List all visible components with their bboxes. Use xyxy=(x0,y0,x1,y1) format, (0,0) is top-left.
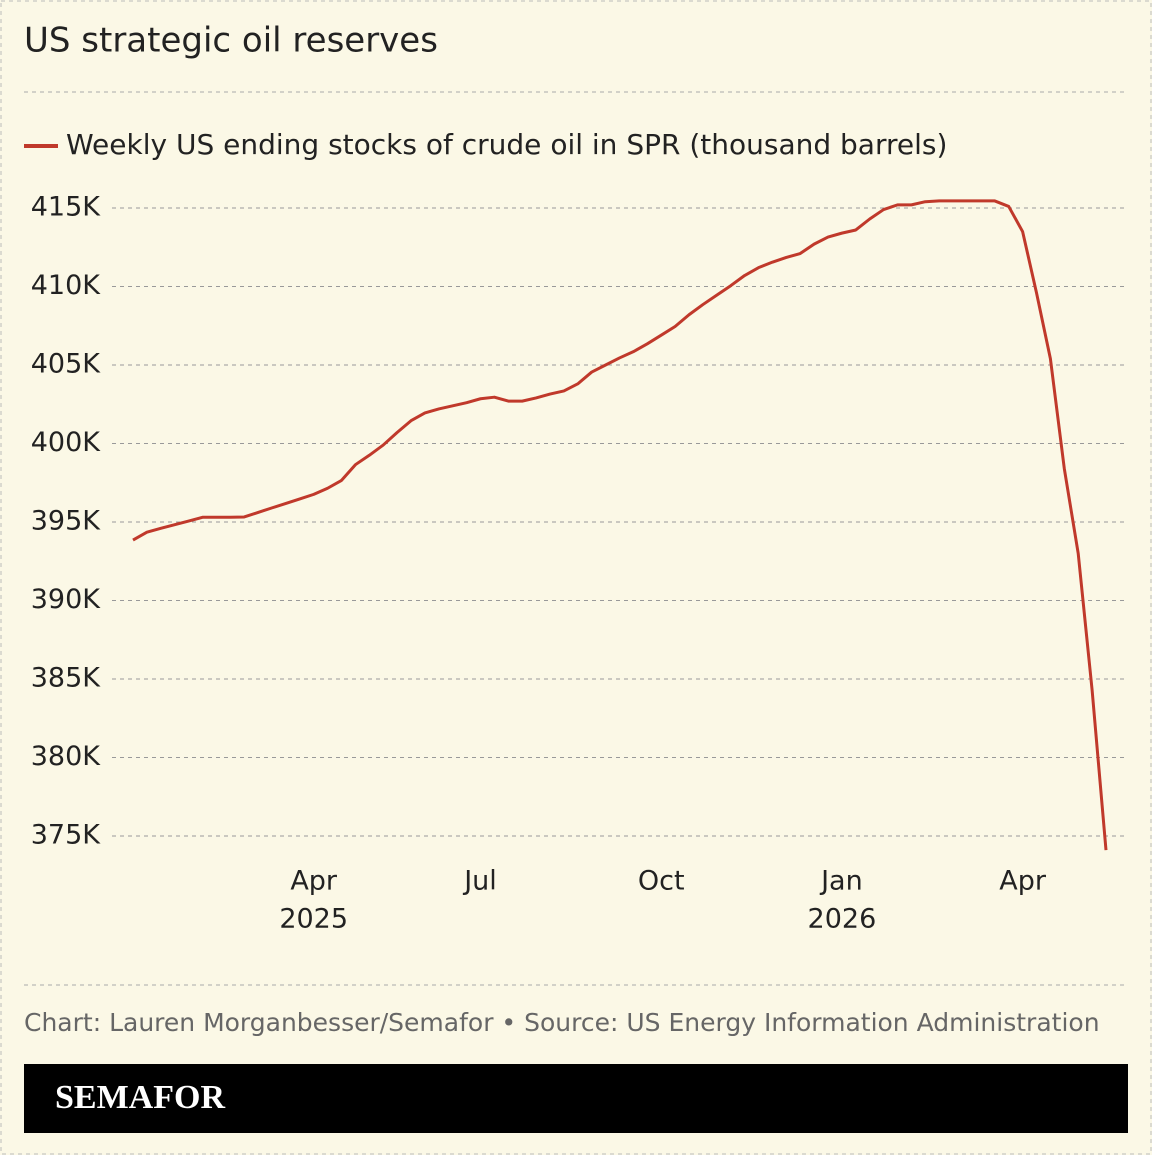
brand-bar xyxy=(24,1064,1128,1133)
chart-title: US strategic oil reserves xyxy=(24,21,438,61)
brand-logo: SEMAFOR xyxy=(55,1079,225,1116)
y-tick-label: 395K xyxy=(31,506,102,537)
legend-label: Weekly US ending stocks of crude oil in … xyxy=(66,128,947,161)
y-tick-label: 415K xyxy=(31,192,102,223)
x-tick-year: 2026 xyxy=(808,904,877,935)
x-tick-label: Apr xyxy=(290,866,338,897)
y-tick-label: 375K xyxy=(31,820,102,851)
x-tick-label: Jul xyxy=(462,866,497,897)
y-tick-label: 390K xyxy=(31,584,102,615)
y-tick-label: 410K xyxy=(31,270,102,301)
source-note: Chart: Lauren Morganbesser/Semafor • Sou… xyxy=(24,1008,1100,1037)
x-tick-label: Apr xyxy=(999,866,1047,897)
y-tick-label: 385K xyxy=(31,663,102,694)
data-line xyxy=(132,199,1108,851)
y-tick-label: 400K xyxy=(31,427,102,458)
x-tick-label: Oct xyxy=(638,866,685,897)
y-tick-label: 405K xyxy=(31,349,102,380)
y-tick-label: 380K xyxy=(31,741,102,772)
x-tick-label: Jan xyxy=(819,866,863,897)
x-tick-year: 2025 xyxy=(279,904,348,935)
